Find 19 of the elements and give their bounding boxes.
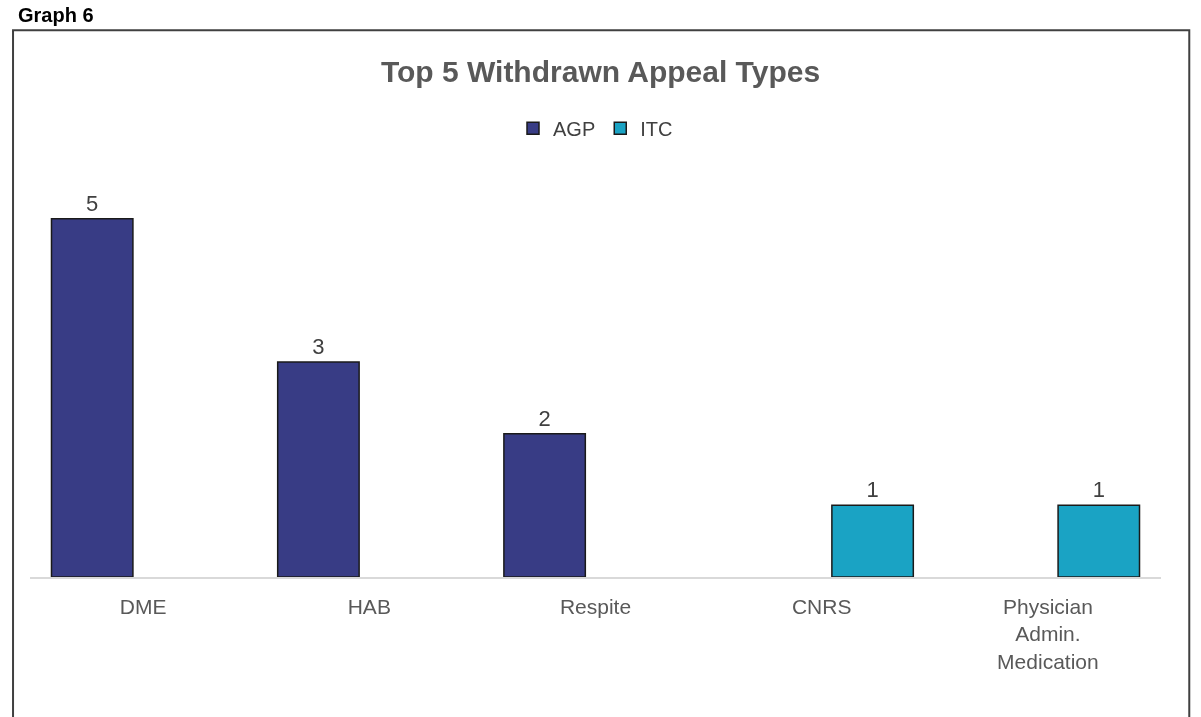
bar: [50, 218, 134, 577]
chart-title: Top 5 Withdrawn Appeal Types: [380, 55, 821, 89]
legend-label: ITC: [640, 118, 673, 141]
bar: [831, 504, 915, 577]
bar: [503, 432, 587, 577]
data-label: 1: [866, 477, 879, 503]
data-label: 1: [1092, 477, 1105, 503]
caption: Graph 6: [18, 4, 94, 26]
bar: [1057, 504, 1141, 577]
x-tick-label: DME: [119, 594, 167, 618]
data-label: 2: [538, 405, 551, 431]
x-tick-label: HAB: [347, 594, 391, 618]
x-tick-label: Respite: [559, 594, 632, 618]
data-label: 5: [86, 190, 99, 216]
data-label: 3: [312, 334, 325, 360]
bar: [276, 361, 360, 577]
x-tick-label: CNRS: [791, 594, 852, 618]
x-tick-label: Physician Admin. Medication: [997, 594, 1099, 673]
legend-label: AGP: [553, 118, 596, 141]
